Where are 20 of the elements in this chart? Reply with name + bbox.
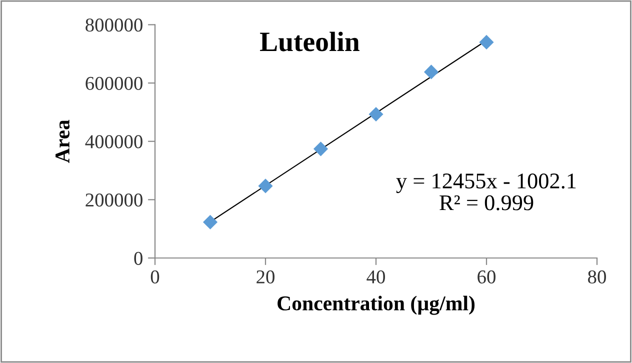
point (313, 142, 328, 156)
x-tick-label: 80 (588, 270, 606, 284)
point (479, 34, 494, 50)
y-tick-label: 0 (134, 252, 142, 265)
x-tick-label: 20 (256, 270, 274, 284)
point (368, 106, 384, 122)
y-tick-label: 400000 (85, 135, 142, 148)
y-tick-label: 800000 (86, 18, 142, 32)
point (424, 64, 439, 80)
point (202, 214, 218, 230)
x-tick-label: 0 (150, 270, 160, 284)
x-tick-label: 60 (478, 270, 496, 284)
y-tick-label: 200000 (86, 193, 142, 207)
x-axis-title: Concentration (µg/ml) (278, 296, 475, 315)
y-tick-label: 600000 (86, 76, 142, 90)
annotation: y = 12455x - 1002.1 R² = 0.999 (396, 174, 576, 210)
x-tick-label: 40 (366, 270, 385, 284)
y-axis-title: Area (56, 120, 70, 163)
chart-title: Luteolin (260, 32, 360, 52)
point (258, 178, 273, 194)
